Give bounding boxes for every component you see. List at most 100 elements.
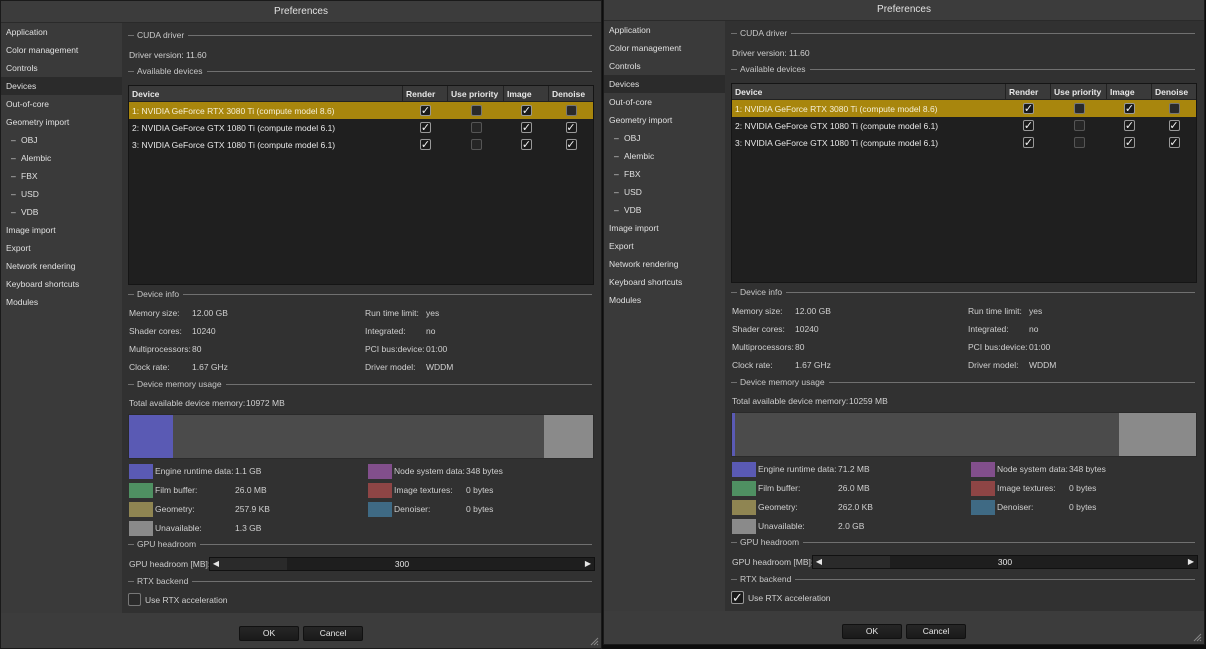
sidebar-item-fbx[interactable]: – FBX [604,165,725,183]
device-image-checkbox[interactable]: ✓ [1124,136,1135,149]
device-priority-checkbox[interactable] [1073,103,1085,114]
section-device-info: Device info [731,286,1195,298]
sidebar-item-vdb[interactable]: – VDB [1,203,122,221]
device-row[interactable]: 2: NVIDIA GeForce GTX 1080 Ti (compute m… [129,119,593,136]
sidebar-item-modules[interactable]: Modules [1,293,122,311]
device-denoise-checkbox[interactable]: ✓ [565,121,577,134]
sidebar-item-color-management[interactable]: Color management [604,39,725,57]
device-render-checkbox[interactable]: ✓ [1023,102,1034,115]
total-memory-label: Total available device memory: [129,398,246,408]
column-render[interactable]: Render [403,86,448,101]
arrow-right-icon[interactable]: ▶ [584,559,592,568]
cancel-button[interactable]: Cancel [303,626,363,641]
column-render[interactable]: Render [1006,84,1051,99]
device-row[interactable]: 1: NVIDIA GeForce RTX 3080 Ti (compute m… [732,100,1196,117]
ok-button[interactable]: OK [842,624,902,639]
window-title: Preferences [604,0,1204,21]
sidebar-item-geometry-import[interactable]: Geometry import [604,111,725,129]
device-priority-checkbox[interactable] [470,122,482,133]
device-priority-checkbox[interactable] [1073,120,1085,131]
sidebar-item-devices[interactable]: Devices [1,77,122,95]
sidebar-item-color-management[interactable]: Color management [1,41,122,59]
gpu-headroom-slider[interactable]: ◀ 300 ▶ [209,557,595,571]
sidebar-item-fbx[interactable]: – FBX [1,167,122,185]
device-image-checkbox[interactable]: ✓ [1124,102,1135,115]
clock-rate-value: 1.67 GHz [795,360,831,370]
column-denoise[interactable]: Denoise [552,89,586,99]
device-denoise-checkbox[interactable]: ✓ [1168,119,1180,132]
sidebar-item-usd[interactable]: – USD [1,185,122,203]
sidebar-item-modules[interactable]: Modules [604,291,725,309]
device-priority-checkbox[interactable] [1073,137,1085,148]
device-denoise-checkbox[interactable] [1168,103,1180,114]
device-image-checkbox[interactable]: ✓ [521,104,532,117]
arrow-left-icon[interactable]: ◀ [815,557,823,566]
sidebar-item-controls[interactable]: Controls [1,59,122,77]
device-image-checkbox[interactable]: ✓ [1124,119,1135,132]
sidebar-item-out-of-core[interactable]: Out-of-core [1,95,122,113]
device-priority-checkbox[interactable] [470,105,482,116]
run-time-limit-label: Run time limit: [968,306,1022,316]
rtx-acceleration-option[interactable]: Use RTX acceleration [128,593,228,606]
device-priority-checkbox[interactable] [470,139,482,150]
sidebar-item-image-import[interactable]: Image import [604,219,725,237]
sidebar-item-out-of-core[interactable]: Out-of-core [604,93,725,111]
device-denoise-checkbox[interactable]: ✓ [565,138,577,151]
device-render-cell: ✓ [403,105,448,116]
column-device[interactable]: Device [732,84,1006,99]
sidebar-item-application[interactable]: Application [1,23,122,41]
sidebar-item-alembic[interactable]: – Alembic [604,147,725,165]
sidebar-item-network-rendering[interactable]: Network rendering [1,257,122,275]
legend-unavailable: Unavailable: 2.0 GB [732,518,864,534]
sidebar-item-export[interactable]: Export [604,237,725,255]
device-row[interactable]: 2: NVIDIA GeForce GTX 1080 Ti (compute m… [732,117,1196,134]
arrow-left-icon[interactable]: ◀ [212,559,220,568]
device-row[interactable]: 3: NVIDIA GeForce GTX 1080 Ti (compute m… [732,134,1196,151]
device-denoise-checkbox[interactable] [565,105,577,116]
device-render-checkbox[interactable]: ✓ [1023,136,1034,149]
sidebar-item-devices[interactable]: Devices [604,75,725,93]
device-image-checkbox[interactable]: ✓ [521,138,532,151]
legend-swatch [971,499,995,515]
sidebar-item-obj[interactable]: – OBJ [1,131,122,149]
sidebar-item-geometry-import[interactable]: Geometry import [1,113,122,131]
sidebar-item-obj[interactable]: – OBJ [604,129,725,147]
sidebar-item-keyboard-shortcuts[interactable]: Keyboard shortcuts [1,275,122,293]
arrow-right-icon[interactable]: ▶ [1187,557,1195,566]
gpu-headroom-slider[interactable]: ◀ 300 ▶ [812,555,1198,569]
sidebar-item-export[interactable]: Export [1,239,122,257]
ok-button[interactable]: OK [239,626,299,641]
device-render-checkbox[interactable]: ✓ [420,104,431,117]
sidebar-item-image-import[interactable]: Image import [1,221,122,239]
tree-dash: – [11,153,16,163]
column-use-priority[interactable]: Use priority [448,86,504,101]
sidebar-item-controls[interactable]: Controls [604,57,725,75]
device-render-checkbox[interactable]: ✓ [1023,119,1034,132]
device-render-checkbox[interactable]: ✓ [420,121,431,134]
device-image-checkbox[interactable]: ✓ [521,121,532,134]
device-denoise-cell: ✓ [1152,120,1196,131]
device-denoise-checkbox[interactable]: ✓ [1168,136,1180,149]
sidebar-item-keyboard-shortcuts[interactable]: Keyboard shortcuts [604,273,725,291]
device-row[interactable]: 3: NVIDIA GeForce GTX 1080 Ti (compute m… [129,136,593,153]
device-row[interactable]: 1: NVIDIA GeForce RTX 3080 Ti (compute m… [129,102,593,119]
device-priority-cell [1051,103,1107,114]
sidebar-item-network-rendering[interactable]: Network rendering [604,255,725,273]
column-image[interactable]: Image [1107,84,1152,99]
sidebar-item-application[interactable]: Application [604,21,725,39]
rtx-acceleration-checkbox[interactable] [128,593,141,606]
sidebar-item-vdb[interactable]: – VDB [604,201,725,219]
multiprocessors-label: Multiprocessors: [732,342,794,352]
column-denoise[interactable]: Denoise [1155,87,1189,97]
rtx-acceleration-option[interactable]: ✓ Use RTX acceleration [731,591,831,604]
resize-grip-icon[interactable] [590,637,599,646]
rtx-acceleration-checkbox[interactable]: ✓ [731,589,744,605]
sidebar-item-usd[interactable]: – USD [604,183,725,201]
device-render-checkbox[interactable]: ✓ [420,138,431,151]
sidebar-item-alembic[interactable]: – Alembic [1,149,122,167]
cancel-button[interactable]: Cancel [906,624,966,639]
column-device[interactable]: Device [129,86,403,101]
column-use-priority[interactable]: Use priority [1051,84,1107,99]
resize-grip-icon[interactable] [1193,633,1202,642]
column-image[interactable]: Image [504,86,549,101]
